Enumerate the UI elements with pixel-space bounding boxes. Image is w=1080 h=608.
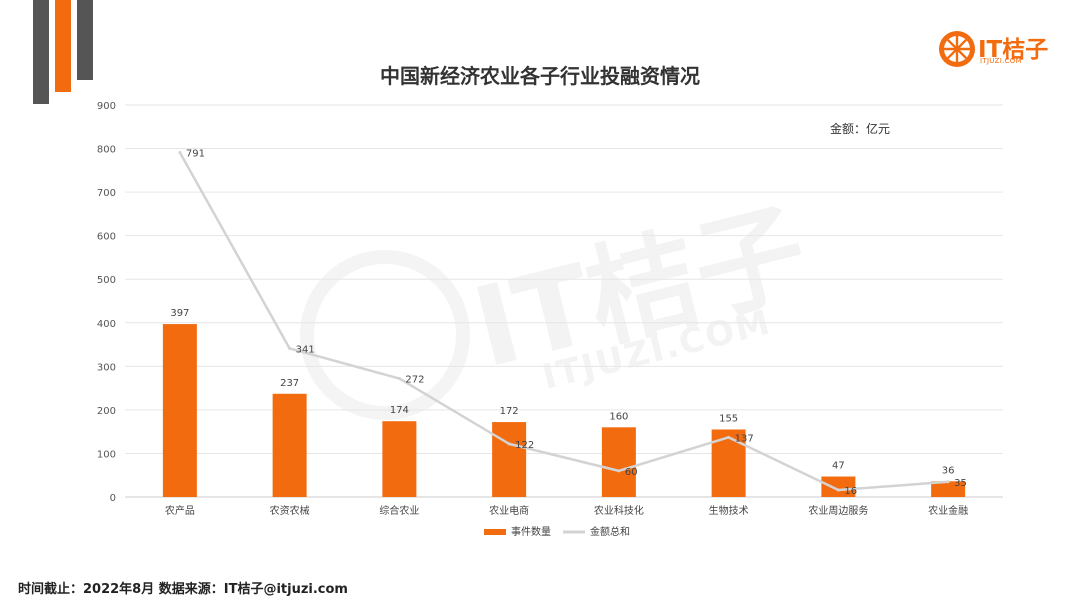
unit-label: 金额：亿元: [830, 122, 891, 136]
line-point: [727, 435, 731, 439]
line-point: [507, 442, 511, 446]
legend-label-bar: 事件数量: [511, 525, 551, 538]
bar: [601, 427, 636, 497]
y-tick-label: 100: [97, 449, 116, 460]
legend-label-line: 金额总和: [590, 525, 630, 538]
bar-value-label: 36: [942, 465, 955, 476]
y-tick-label: 200: [97, 406, 116, 417]
line-point: [836, 488, 840, 492]
line-series-path: [178, 151, 949, 492]
x-tick-label: 农业金融: [928, 504, 968, 517]
x-tick-label: 生物技术: [709, 504, 749, 517]
logo: IT桔子 ITJUZI.COM: [938, 26, 1048, 72]
footer-source: 时间截止：2022年8月 数据来源：IT桔子@itjuzi.com: [18, 582, 348, 597]
y-tick-label: 700: [97, 188, 116, 199]
line-value-label: 791: [186, 148, 205, 159]
x-tick-label: 综合农业: [379, 504, 419, 517]
data-labels: 397 237 174 172 160 155 47 36 791 341 272 122 60 137 1…: [170, 148, 967, 497]
gridlines: [125, 104, 1003, 498]
bar-value-label: 174: [390, 405, 409, 416]
x-tick-label: 农业周边服务: [808, 504, 868, 517]
line-point: [288, 346, 292, 350]
legend-swatch-bar: [484, 529, 506, 535]
orange-logo-icon: [939, 31, 975, 67]
line-series: [178, 150, 950, 492]
x-tick-label: 农产品: [165, 504, 195, 517]
line-point: [617, 469, 621, 473]
decor-bar-3: [77, 0, 93, 80]
line-value-label: 137: [735, 433, 754, 444]
bar-series: [162, 324, 966, 497]
bar: [821, 476, 856, 497]
line-value-label: 272: [405, 375, 424, 386]
bar: [272, 393, 307, 497]
bar-value-label: 172: [500, 406, 519, 417]
bar-value-label: 397: [170, 308, 189, 319]
y-tick-label: 800: [97, 145, 116, 156]
legend: 事件数量 金额总和: [484, 525, 630, 538]
y-tick-label: 300: [97, 362, 116, 373]
bar: [492, 422, 527, 497]
y-tick-label: 500: [97, 275, 116, 286]
decor-bar-1: [33, 0, 49, 104]
bar-value-label: 237: [280, 378, 299, 389]
line-value-label: 16: [844, 486, 857, 497]
x-axis-ticks: 农产品 农资农械 综合农业 农业电商 农业科技化 生物技术 农业周边服务 农业金融: [165, 504, 968, 517]
x-tick-label: 农资农械: [270, 504, 310, 517]
y-tick-label: 400: [97, 319, 116, 330]
bar: [931, 481, 966, 497]
x-tick-label: 农业科技化: [594, 504, 644, 517]
bar: [162, 324, 197, 497]
bar-value-label: 47: [832, 461, 845, 472]
x-tick-label: 农业电商: [489, 504, 529, 517]
y-axis-ticks: 0 100 200 300 400 500 600 700 800 900: [97, 101, 116, 504]
y-tick-label: 600: [97, 232, 116, 243]
chart-title: 中国新经济农业各子行业投融资情况: [380, 64, 700, 88]
line-value-label: 60: [625, 467, 638, 478]
line-value-label: 341: [296, 344, 315, 355]
y-tick-label: 0: [110, 493, 116, 504]
line-point: [178, 150, 182, 154]
bar: [382, 421, 417, 497]
bar-value-label: 155: [719, 413, 738, 424]
line-value-label: 35: [954, 478, 967, 489]
logo-subtext: ITJUZI.COM: [980, 57, 1022, 65]
line-value-label: 122: [515, 440, 534, 451]
decor-bar-2: [55, 0, 71, 92]
y-tick-label: 900: [97, 101, 116, 112]
bar-value-label: 160: [609, 411, 628, 422]
line-point: [946, 480, 950, 484]
logo-text: IT桔子: [978, 37, 1049, 63]
line-point: [397, 377, 401, 381]
